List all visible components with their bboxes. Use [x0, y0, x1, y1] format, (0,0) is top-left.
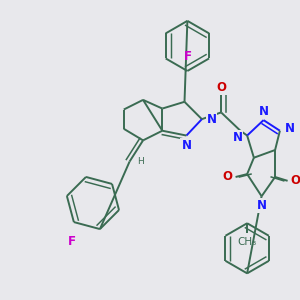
- Text: N: N: [232, 131, 242, 144]
- Text: N: N: [182, 139, 191, 152]
- Text: N: N: [284, 122, 295, 135]
- Text: F: F: [68, 235, 76, 248]
- Text: O: O: [223, 170, 233, 184]
- Text: H: H: [137, 157, 144, 166]
- Text: O: O: [290, 174, 300, 187]
- Text: N: N: [256, 200, 267, 212]
- Text: F: F: [183, 50, 191, 63]
- Text: N: N: [259, 105, 269, 118]
- Text: O: O: [216, 81, 226, 94]
- Text: CH₃: CH₃: [238, 237, 257, 247]
- Text: N: N: [206, 113, 217, 126]
